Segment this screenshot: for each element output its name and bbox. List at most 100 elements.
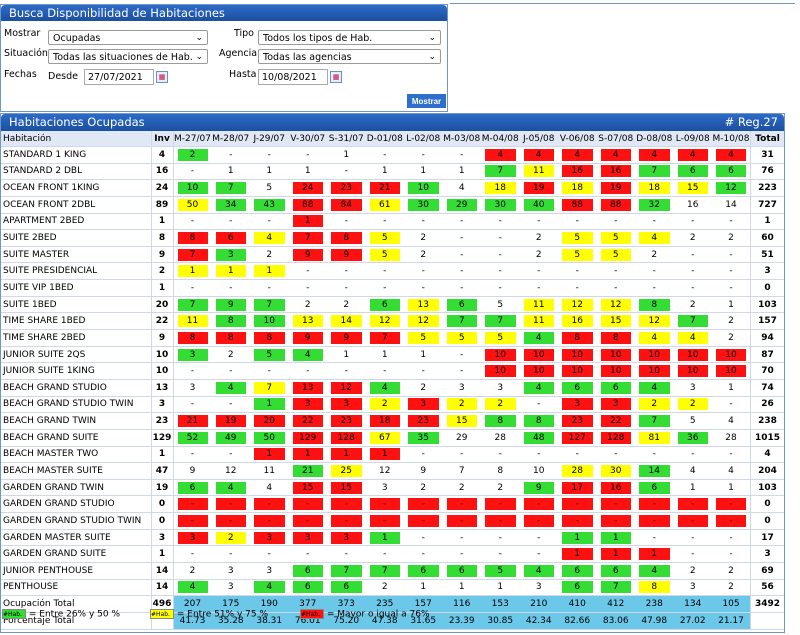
- occupancy-cell[interactable]: 8: [558, 329, 597, 347]
- occupancy-cell[interactable]: 6: [365, 296, 404, 314]
- occupancy-cell[interactable]: 25: [327, 462, 366, 480]
- occupancy-cell[interactable]: -: [173, 163, 212, 181]
- occupancy-cell[interactable]: -: [211, 446, 250, 464]
- occupancy-cell[interactable]: 5: [673, 412, 712, 430]
- occupancy-cell[interactable]: 2: [673, 229, 712, 247]
- occupancy-cell[interactable]: 8: [481, 412, 520, 430]
- calendar-icon[interactable]: ▦: [330, 71, 342, 83]
- occupancy-cell[interactable]: -: [365, 512, 404, 530]
- occupancy-cell[interactable]: 4: [211, 379, 250, 397]
- occupancy-cell[interactable]: -: [288, 279, 327, 297]
- occupancy-cell[interactable]: 5: [596, 246, 635, 264]
- occupancy-cell[interactable]: 36: [673, 429, 712, 447]
- occupancy-cell[interactable]: -: [596, 279, 635, 297]
- occupancy-cell[interactable]: -: [673, 545, 712, 564]
- occupancy-cell[interactable]: 48: [519, 429, 558, 447]
- occupancy-cell[interactable]: 52: [173, 429, 212, 447]
- occupancy-cell[interactable]: 2: [481, 479, 520, 497]
- occupancy-cell[interactable]: 29: [442, 196, 481, 214]
- occupancy-cell[interactable]: 10: [635, 346, 674, 364]
- occupancy-cell[interactable]: 3: [173, 529, 212, 547]
- occupancy-cell[interactable]: 12: [596, 296, 635, 314]
- occupancy-cell[interactable]: 1: [327, 346, 366, 364]
- occupancy-cell[interactable]: -: [558, 495, 597, 514]
- occupancy-cell[interactable]: 11: [519, 312, 558, 331]
- occupancy-cell[interactable]: -: [635, 495, 674, 514]
- occupancy-cell[interactable]: -: [404, 279, 443, 297]
- occupancy-cell[interactable]: -: [635, 262, 674, 281]
- occupancy-cell[interactable]: 13: [288, 312, 327, 331]
- occupancy-cell[interactable]: 3: [673, 579, 712, 597]
- occupancy-cell[interactable]: 8: [327, 229, 366, 247]
- occupancy-cell[interactable]: 4: [442, 179, 481, 197]
- occupancy-cell[interactable]: 8: [211, 329, 250, 347]
- occupancy-cell[interactable]: 4: [635, 379, 674, 397]
- occupancy-cell[interactable]: 4: [712, 412, 751, 430]
- occupancy-cell[interactable]: -: [250, 213, 289, 231]
- occupancy-cell[interactable]: -: [211, 362, 250, 380]
- occupancy-cell[interactable]: 30: [404, 196, 443, 214]
- occupancy-cell[interactable]: 3: [558, 396, 597, 414]
- occupancy-cell[interactable]: 9: [519, 479, 558, 497]
- occupancy-cell[interactable]: 10: [404, 179, 443, 197]
- occupancy-cell[interactable]: -: [288, 495, 327, 514]
- occupancy-cell[interactable]: 18: [365, 412, 404, 430]
- occupancy-cell[interactable]: -: [481, 262, 520, 281]
- occupancy-cell[interactable]: 6: [558, 562, 597, 580]
- occupancy-cell[interactable]: 22: [596, 412, 635, 430]
- occupancy-cell[interactable]: 12: [404, 312, 443, 331]
- occupancy-cell[interactable]: -: [211, 495, 250, 514]
- occupancy-cell[interactable]: -: [211, 512, 250, 530]
- occupancy-cell[interactable]: 43: [250, 196, 289, 214]
- occupancy-cell[interactable]: -: [519, 279, 558, 297]
- occupancy-cell[interactable]: -: [250, 545, 289, 564]
- occupancy-cell[interactable]: -: [519, 396, 558, 414]
- occupancy-cell[interactable]: 8: [173, 229, 212, 247]
- occupancy-cell[interactable]: -: [481, 446, 520, 464]
- occupancy-cell[interactable]: 6: [712, 163, 751, 181]
- occupancy-cell[interactable]: 16: [558, 312, 597, 331]
- occupancy-cell[interactable]: 127: [558, 429, 597, 447]
- occupancy-cell[interactable]: 15: [327, 479, 366, 497]
- occupancy-cell[interactable]: 10: [673, 346, 712, 364]
- occupancy-cell[interactable]: 1: [404, 163, 443, 181]
- occupancy-cell[interactable]: -: [481, 213, 520, 231]
- occupancy-cell[interactable]: 2: [712, 579, 751, 597]
- occupancy-cell[interactable]: -: [442, 545, 481, 564]
- occupancy-cell[interactable]: 3: [173, 346, 212, 364]
- occupancy-cell[interactable]: 3: [288, 396, 327, 414]
- occupancy-cell[interactable]: 28: [481, 429, 520, 447]
- occupancy-cell[interactable]: 17: [558, 479, 597, 497]
- occupancy-cell[interactable]: 9: [327, 246, 366, 264]
- occupancy-cell[interactable]: 3: [404, 396, 443, 414]
- occupancy-cell[interactable]: -: [596, 495, 635, 514]
- occupancy-cell[interactable]: -: [173, 446, 212, 464]
- occupancy-cell[interactable]: 2: [481, 396, 520, 414]
- occupancy-cell[interactable]: 1: [596, 545, 635, 564]
- occupancy-cell[interactable]: 2: [442, 396, 481, 414]
- occupancy-cell[interactable]: 6: [211, 229, 250, 247]
- occupancy-cell[interactable]: -: [404, 512, 443, 530]
- occupancy-cell[interactable]: 88: [558, 196, 597, 214]
- occupancy-cell[interactable]: 10: [673, 362, 712, 380]
- occupancy-cell[interactable]: 7: [288, 229, 327, 247]
- occupancy-cell[interactable]: 13: [288, 379, 327, 397]
- occupancy-cell[interactable]: 1: [250, 446, 289, 464]
- occupancy-cell[interactable]: -: [442, 346, 481, 364]
- occupancy-cell[interactable]: 6: [442, 562, 481, 580]
- occupancy-cell[interactable]: 28: [558, 462, 597, 480]
- occupancy-cell[interactable]: 2: [327, 296, 366, 314]
- occupancy-cell[interactable]: 16: [673, 196, 712, 214]
- occupancy-cell[interactable]: -: [404, 213, 443, 231]
- occupancy-cell[interactable]: 2: [673, 396, 712, 414]
- occupancy-cell[interactable]: -: [173, 512, 212, 530]
- occupancy-cell[interactable]: -: [173, 495, 212, 514]
- occupancy-cell[interactable]: 7: [673, 312, 712, 331]
- occupancy-cell[interactable]: -: [211, 213, 250, 231]
- occupancy-cell[interactable]: 7: [250, 379, 289, 397]
- occupancy-cell[interactable]: -: [404, 495, 443, 514]
- occupancy-cell[interactable]: 2: [712, 312, 751, 331]
- occupancy-cell[interactable]: -: [519, 529, 558, 547]
- occupancy-cell[interactable]: 7: [173, 246, 212, 264]
- occupancy-cell[interactable]: 11: [173, 312, 212, 331]
